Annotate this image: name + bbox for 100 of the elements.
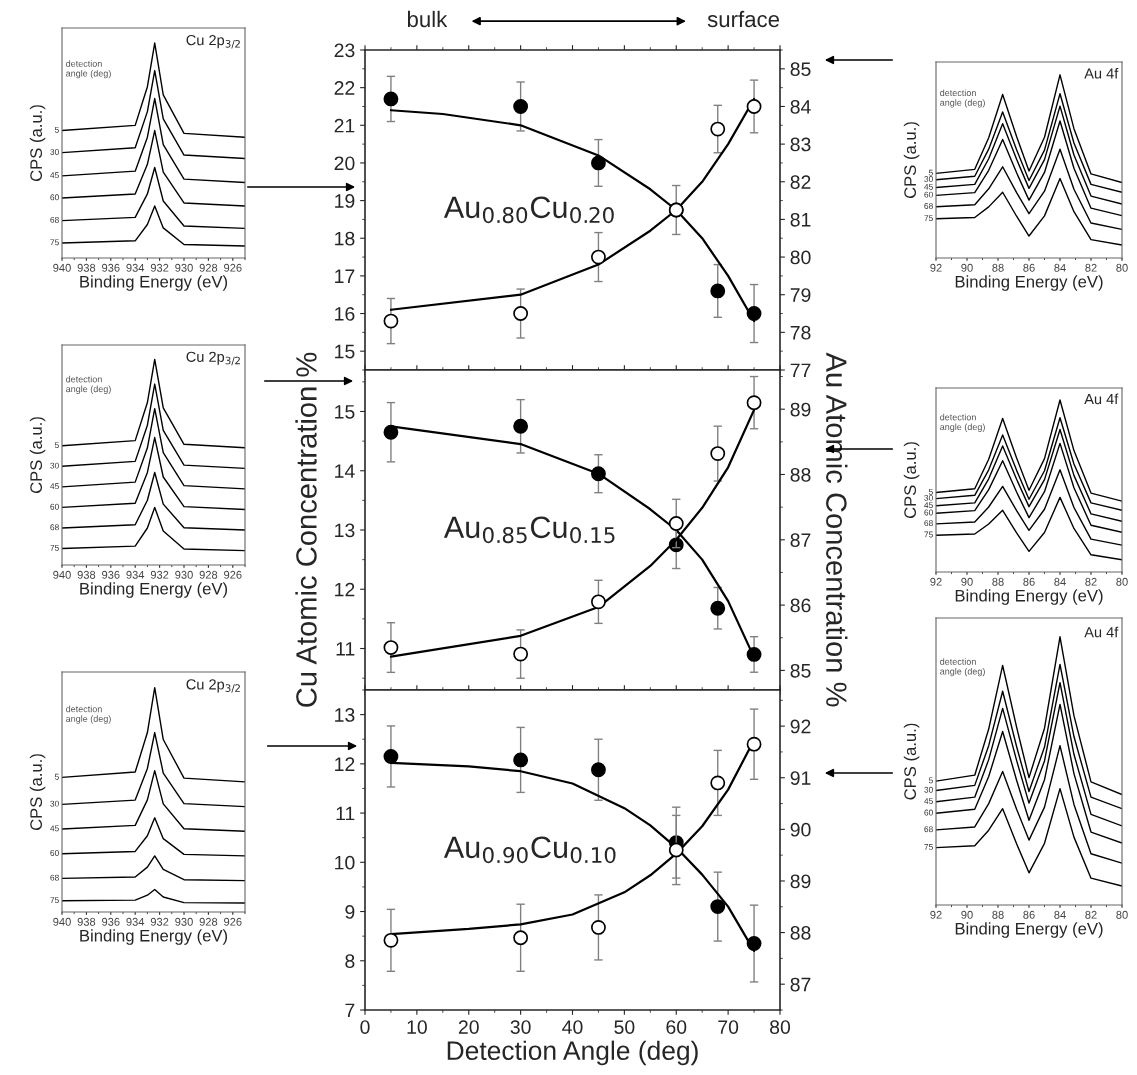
x-axis-title: Binding Energy (eV) <box>955 922 1103 938</box>
x-tick-label: 86 <box>1023 263 1035 272</box>
y-tick-label: 12 <box>335 757 355 771</box>
y-axis-title: Cu Atomic Concentration % <box>295 352 317 707</box>
y-tick-label: 19 <box>335 194 355 208</box>
x-tick-label: 928 <box>199 570 218 579</box>
y2-tick-label: 82 <box>790 175 811 189</box>
x-tick-label: 926 <box>224 570 242 579</box>
series-label: 30 <box>50 462 59 469</box>
x-tick-label: 92 <box>930 910 942 919</box>
y2-tick-label: 89 <box>790 402 811 417</box>
x-tick-label: 936 <box>102 917 120 926</box>
x-tick-label: 60 <box>666 1020 687 1034</box>
x-tick-label: 88 <box>992 577 1004 586</box>
y-axis-title: CPS (a.u.) <box>903 723 920 800</box>
series-label: 75 <box>924 844 933 850</box>
y-tick-label: 12 <box>335 582 355 597</box>
series-label: 75 <box>50 897 59 904</box>
text: bulk <box>407 10 448 28</box>
x-tick-label: 938 <box>77 263 96 272</box>
annotation: detection angle (deg) <box>940 658 985 677</box>
annotation: Au 4f <box>1084 393 1119 405</box>
series-label: 30 <box>924 786 933 793</box>
x-tick-label: 92 <box>930 263 942 272</box>
y-tick-label: 9 <box>345 905 355 919</box>
x-axis-title: Binding Energy (eV) <box>955 275 1103 291</box>
series-label: 5 <box>928 169 933 176</box>
x-tick-label: 88 <box>992 263 1004 272</box>
y-tick-label: 13 <box>335 708 355 722</box>
y2-axis-title: Au Atomic Concentration % <box>826 352 848 707</box>
annotation: detection angle (deg) <box>66 375 111 394</box>
x-axis-title: Detection Angle (deg) <box>447 1040 698 1066</box>
x-tick-label: 86 <box>1023 910 1035 919</box>
x-axis-title: Binding Energy (eV) <box>80 582 228 598</box>
annotation: Au 4f <box>1084 626 1119 638</box>
y-axis-title: CPS (a.u.) <box>903 122 920 199</box>
x-tick-label: 934 <box>126 263 145 272</box>
series-label: 68 <box>50 524 59 531</box>
x-tick-label: 940 <box>53 917 71 926</box>
y-tick-label: 22 <box>334 81 355 95</box>
series-label: 5 <box>54 442 59 448</box>
x-tick-label: 84 <box>1054 577 1066 586</box>
y-tick-label: 8 <box>345 954 355 969</box>
text: surface <box>707 10 780 28</box>
series-label: 45 <box>924 798 933 804</box>
annotation: Cu 2p$_{3/2}$ <box>186 34 240 49</box>
y2-tick-label: 77 <box>790 363 811 378</box>
y2-tick-label: 87 <box>790 533 811 548</box>
series-label: 60 <box>50 194 59 201</box>
annotation: detection angle (deg) <box>66 705 111 724</box>
x-tick-label: 84 <box>1054 263 1066 272</box>
x-tick-label: 20 <box>458 1020 479 1034</box>
y2-tick-label: 88 <box>790 467 811 482</box>
x-tick-label: 40 <box>562 1020 583 1034</box>
y-axis-title: CPS (a.u.) <box>29 754 46 831</box>
y2-tick-label: 91 <box>790 771 811 785</box>
y-tick-label: 21 <box>334 118 355 133</box>
x-tick-label: 90 <box>961 577 973 586</box>
x-tick-label: 90 <box>961 910 973 919</box>
y-axis-title: CPS (a.u.) <box>903 442 920 519</box>
x-tick-label: 82 <box>1085 263 1097 272</box>
x-axis-title: Binding Energy (eV) <box>80 275 228 291</box>
series-label: 60 <box>924 191 933 198</box>
series-label: 75 <box>50 239 59 246</box>
y-tick-label: 20 <box>334 156 355 171</box>
x-tick-label: 88 <box>992 910 1004 919</box>
y-tick-label: 15 <box>335 405 355 419</box>
y2-tick-label: 78 <box>790 325 811 340</box>
series-label: 45 <box>50 825 59 832</box>
x-tick-label: 50 <box>614 1020 635 1034</box>
y-tick-label: 14 <box>335 464 355 478</box>
x-tick-label: 934 <box>126 917 145 926</box>
x-tick-label: 82 <box>1085 910 1097 919</box>
x-tick-label: 92 <box>930 577 942 586</box>
x-tick-label: 80 <box>1116 910 1128 919</box>
y2-tick-label: 81 <box>790 212 811 227</box>
annotation: detection angle (deg) <box>66 60 111 79</box>
y-tick-label: 18 <box>335 231 355 246</box>
series-label: 5 <box>54 773 59 780</box>
annotation: Au$_{0.85}$Cu$_{0.15}$ <box>443 516 615 544</box>
series-label: 45 <box>50 172 59 179</box>
annotation: detection angle (deg) <box>940 89 985 108</box>
y-tick-label: 15 <box>335 344 355 359</box>
y2-tick-label: 90 <box>790 822 811 837</box>
series-label: 75 <box>924 531 933 538</box>
series-label: 5 <box>928 488 933 495</box>
y-tick-label: 16 <box>335 307 355 321</box>
series-label: 5 <box>54 126 59 133</box>
x-tick-label: 930 <box>175 570 193 579</box>
x-tick-label: 30 <box>510 1020 531 1034</box>
y-tick-label: 13 <box>335 523 355 538</box>
x-axis-title: Binding Energy (eV) <box>80 929 228 945</box>
y2-tick-label: 88 <box>790 926 811 940</box>
x-tick-label: 926 <box>224 263 242 272</box>
y2-tick-label: 92 <box>790 719 811 734</box>
annotation: Au 4f <box>1084 67 1119 79</box>
x-tick-label: 70 <box>718 1020 739 1034</box>
x-tick-label: 84 <box>1054 910 1066 919</box>
series-label: 30 <box>50 800 59 807</box>
x-tick-label: 0 <box>360 1020 370 1034</box>
